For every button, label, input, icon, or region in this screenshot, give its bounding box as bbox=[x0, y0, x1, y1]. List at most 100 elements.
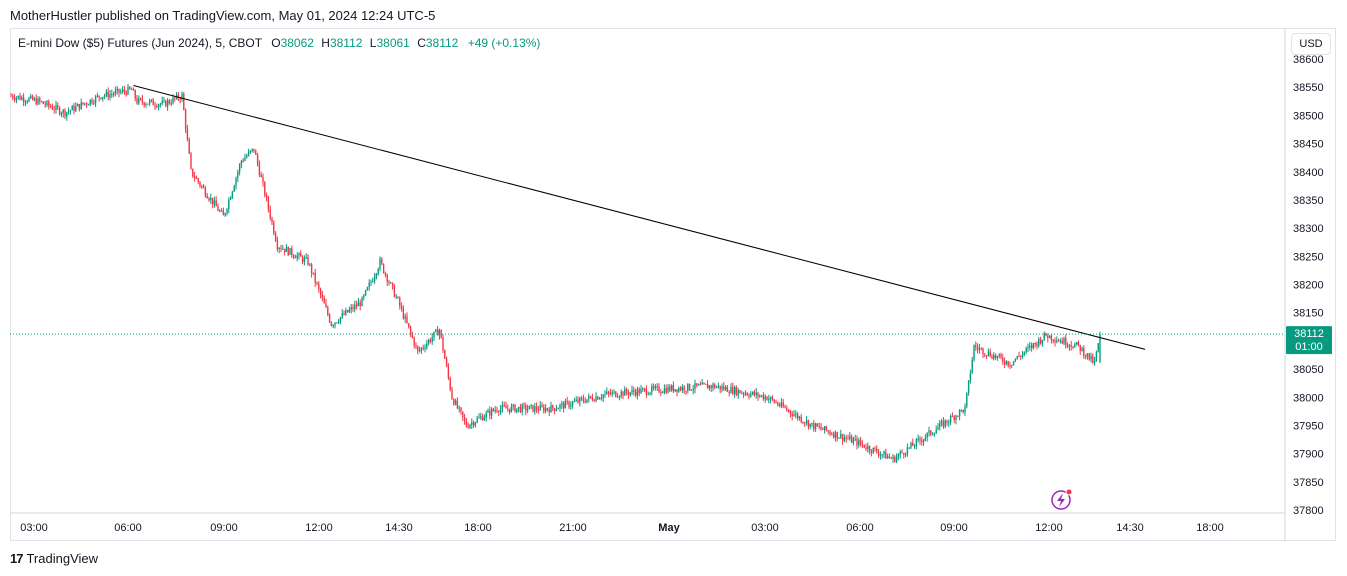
candle-body bbox=[208, 198, 210, 201]
time-tick-label: 06:00 bbox=[846, 522, 874, 534]
candle-body bbox=[618, 396, 621, 398]
candle-body bbox=[399, 298, 401, 306]
candle-body bbox=[13, 98, 16, 100]
candle-body bbox=[701, 382, 703, 385]
candle-body bbox=[796, 413, 799, 419]
candle-body bbox=[256, 154, 259, 164]
candle-body bbox=[525, 405, 527, 411]
candle-body bbox=[510, 406, 513, 412]
candle-body bbox=[661, 392, 664, 394]
candle-body bbox=[586, 399, 588, 403]
candle-body bbox=[366, 287, 369, 291]
candle-body bbox=[877, 452, 880, 456]
candle-body bbox=[456, 400, 459, 409]
price-tick-label: 37950 bbox=[1293, 420, 1324, 432]
candle-body bbox=[753, 391, 756, 396]
trendline[interactable] bbox=[133, 85, 1146, 350]
candle-body bbox=[624, 389, 626, 396]
candle-body bbox=[375, 273, 378, 277]
candle-body bbox=[291, 248, 293, 256]
time-tick-label: 12:00 bbox=[1035, 522, 1063, 534]
time-tick-label: 12:00 bbox=[305, 522, 333, 534]
candle-body bbox=[1075, 342, 1078, 345]
candle-body bbox=[283, 248, 286, 252]
candle-body bbox=[397, 296, 399, 299]
candle-body bbox=[942, 421, 945, 427]
candle-body bbox=[919, 438, 921, 441]
candle-body bbox=[143, 102, 145, 106]
candle-body bbox=[607, 391, 610, 393]
candle-body bbox=[276, 240, 279, 249]
candle-body bbox=[489, 410, 491, 416]
candle-body bbox=[507, 408, 509, 410]
candle-body bbox=[325, 303, 327, 308]
candle-body bbox=[341, 313, 343, 318]
candle-body bbox=[1079, 344, 1081, 352]
candle-body bbox=[656, 386, 658, 388]
candle-body bbox=[165, 100, 167, 107]
high-value: 38112 bbox=[329, 36, 363, 50]
candle-body bbox=[469, 424, 471, 428]
candle-body bbox=[597, 396, 599, 400]
currency-button[interactable]: USD bbox=[1291, 33, 1331, 55]
candle-body bbox=[368, 282, 370, 288]
candle-body bbox=[1029, 345, 1031, 348]
price-axis[interactable]: 38600 38550 38500 38450 38400 38350 38300 38250… bbox=[1293, 54, 1324, 517]
candle-body bbox=[629, 392, 631, 395]
candle-body bbox=[769, 397, 772, 400]
candle-body bbox=[359, 302, 361, 306]
candle-body bbox=[62, 109, 64, 114]
candle-body bbox=[215, 200, 217, 207]
candle-body bbox=[886, 456, 889, 459]
candle-body bbox=[766, 396, 768, 401]
candle-body bbox=[431, 337, 433, 342]
candle-body bbox=[278, 248, 280, 250]
candle-body bbox=[570, 405, 572, 407]
candle-body bbox=[292, 255, 295, 257]
candle-body bbox=[96, 95, 99, 97]
candle-body bbox=[683, 386, 685, 391]
candle-body bbox=[487, 410, 489, 413]
candle-body bbox=[39, 98, 41, 102]
tradingview-brand[interactable]: 17 TradingView bbox=[10, 551, 98, 566]
candle-body bbox=[575, 399, 577, 402]
candle-body bbox=[1020, 356, 1022, 358]
candle-body bbox=[442, 337, 444, 351]
candle-body bbox=[172, 97, 174, 104]
candle-body bbox=[444, 350, 446, 359]
candle-body bbox=[417, 345, 419, 351]
candle-body bbox=[355, 304, 358, 307]
candle-body bbox=[805, 420, 808, 424]
candle-body bbox=[890, 457, 892, 459]
candle-body bbox=[58, 107, 61, 115]
candle-body bbox=[870, 451, 873, 453]
candle-body bbox=[994, 354, 997, 358]
candle-body bbox=[528, 405, 531, 410]
candle-body bbox=[519, 406, 522, 413]
candle-body bbox=[949, 416, 952, 423]
candle-body bbox=[64, 109, 66, 117]
candle-body bbox=[926, 432, 928, 438]
candle-body bbox=[973, 345, 975, 360]
candle-body bbox=[150, 99, 153, 101]
candle-body bbox=[888, 456, 891, 458]
candle-body bbox=[679, 387, 682, 391]
candle-body bbox=[566, 400, 568, 402]
candle-body bbox=[422, 347, 424, 349]
candle-body bbox=[609, 392, 612, 395]
candle-body bbox=[993, 354, 995, 359]
candle-body bbox=[179, 98, 181, 100]
candle-body bbox=[818, 426, 820, 428]
candle-body bbox=[379, 258, 381, 269]
time-axis[interactable]: 03:00 06:00 09:00 12:00 14:30 18:00 21:00 May 03… bbox=[20, 522, 1224, 534]
candle-body bbox=[757, 392, 759, 397]
lightning-icon[interactable] bbox=[1051, 488, 1073, 510]
candle-body bbox=[123, 89, 126, 92]
candle-body bbox=[971, 359, 973, 374]
candle-body bbox=[795, 413, 797, 415]
candle-body bbox=[46, 101, 48, 105]
candle-body bbox=[21, 97, 23, 100]
candle-body bbox=[10, 95, 12, 97]
candle-body bbox=[708, 385, 711, 389]
